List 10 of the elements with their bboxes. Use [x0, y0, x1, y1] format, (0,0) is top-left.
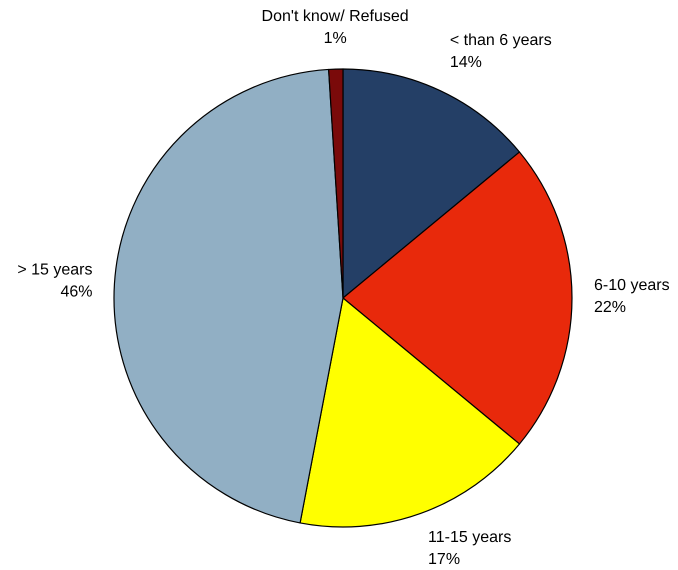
data-label: 14% [450, 54, 482, 71]
slice-label: < than 6 years [450, 32, 552, 49]
data-label: 22% [594, 299, 626, 316]
slice-label: > 15 years [17, 261, 92, 278]
slice-label: 11-15 years [428, 529, 512, 546]
slice-label: 6-10 years [594, 277, 670, 294]
data-label: 1% [324, 30, 347, 48]
data-label: 46% [60, 283, 92, 300]
slice-label: Don't know/ Refused [262, 8, 409, 26]
data-label: 17% [428, 551, 460, 568]
